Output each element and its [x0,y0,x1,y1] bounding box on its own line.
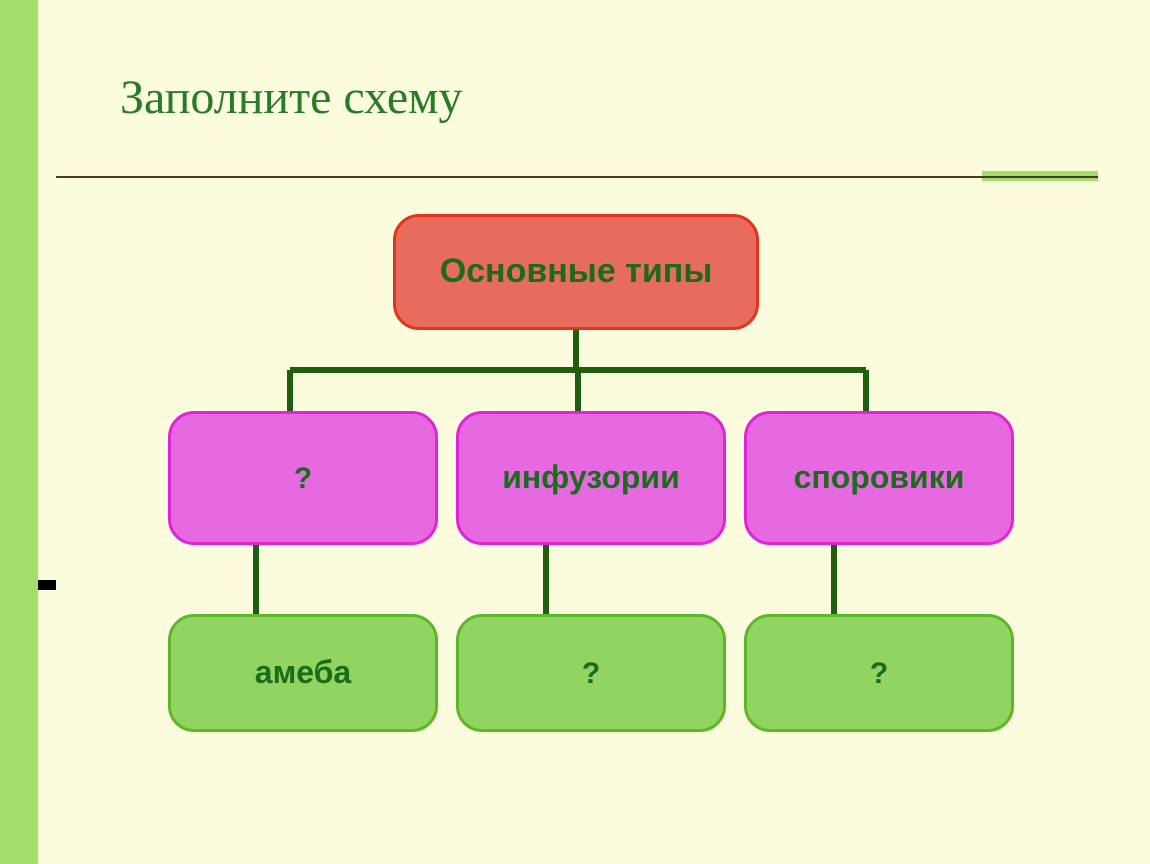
divider-line [56,176,1098,178]
node-bottom-0: амеба [168,614,438,732]
connector-segment [543,545,549,614]
node-root: Основные типы [393,214,759,330]
connector-segment [573,330,579,370]
left-accent-bar [0,0,38,864]
node-root-label: Основные типы [440,253,713,290]
connector-segment [831,545,837,614]
node-bottom-2: ? [744,614,1014,732]
node-middle-0-label: ? [294,462,312,495]
slide: Заполните схему Основные типы? инфузории с… [0,0,1150,864]
node-middle-2-label: споровики [794,460,965,495]
node-middle-2: споровики [744,411,1014,545]
slide-title: Заполните схему [120,70,463,125]
node-bottom-1-label: ? [582,657,600,690]
dark-mark [38,580,56,590]
node-bottom-1: ? [456,614,726,732]
node-bottom-2-label: ? [870,657,888,690]
connector-segment [863,370,869,411]
connector-segment [575,370,581,411]
node-middle-1-label: инфузории [502,460,680,495]
node-middle-0: ? [168,411,438,545]
node-middle-1: инфузории [456,411,726,545]
node-bottom-0-label: амеба [255,655,351,690]
connector-segment [287,370,293,411]
connector-segment [253,545,259,614]
